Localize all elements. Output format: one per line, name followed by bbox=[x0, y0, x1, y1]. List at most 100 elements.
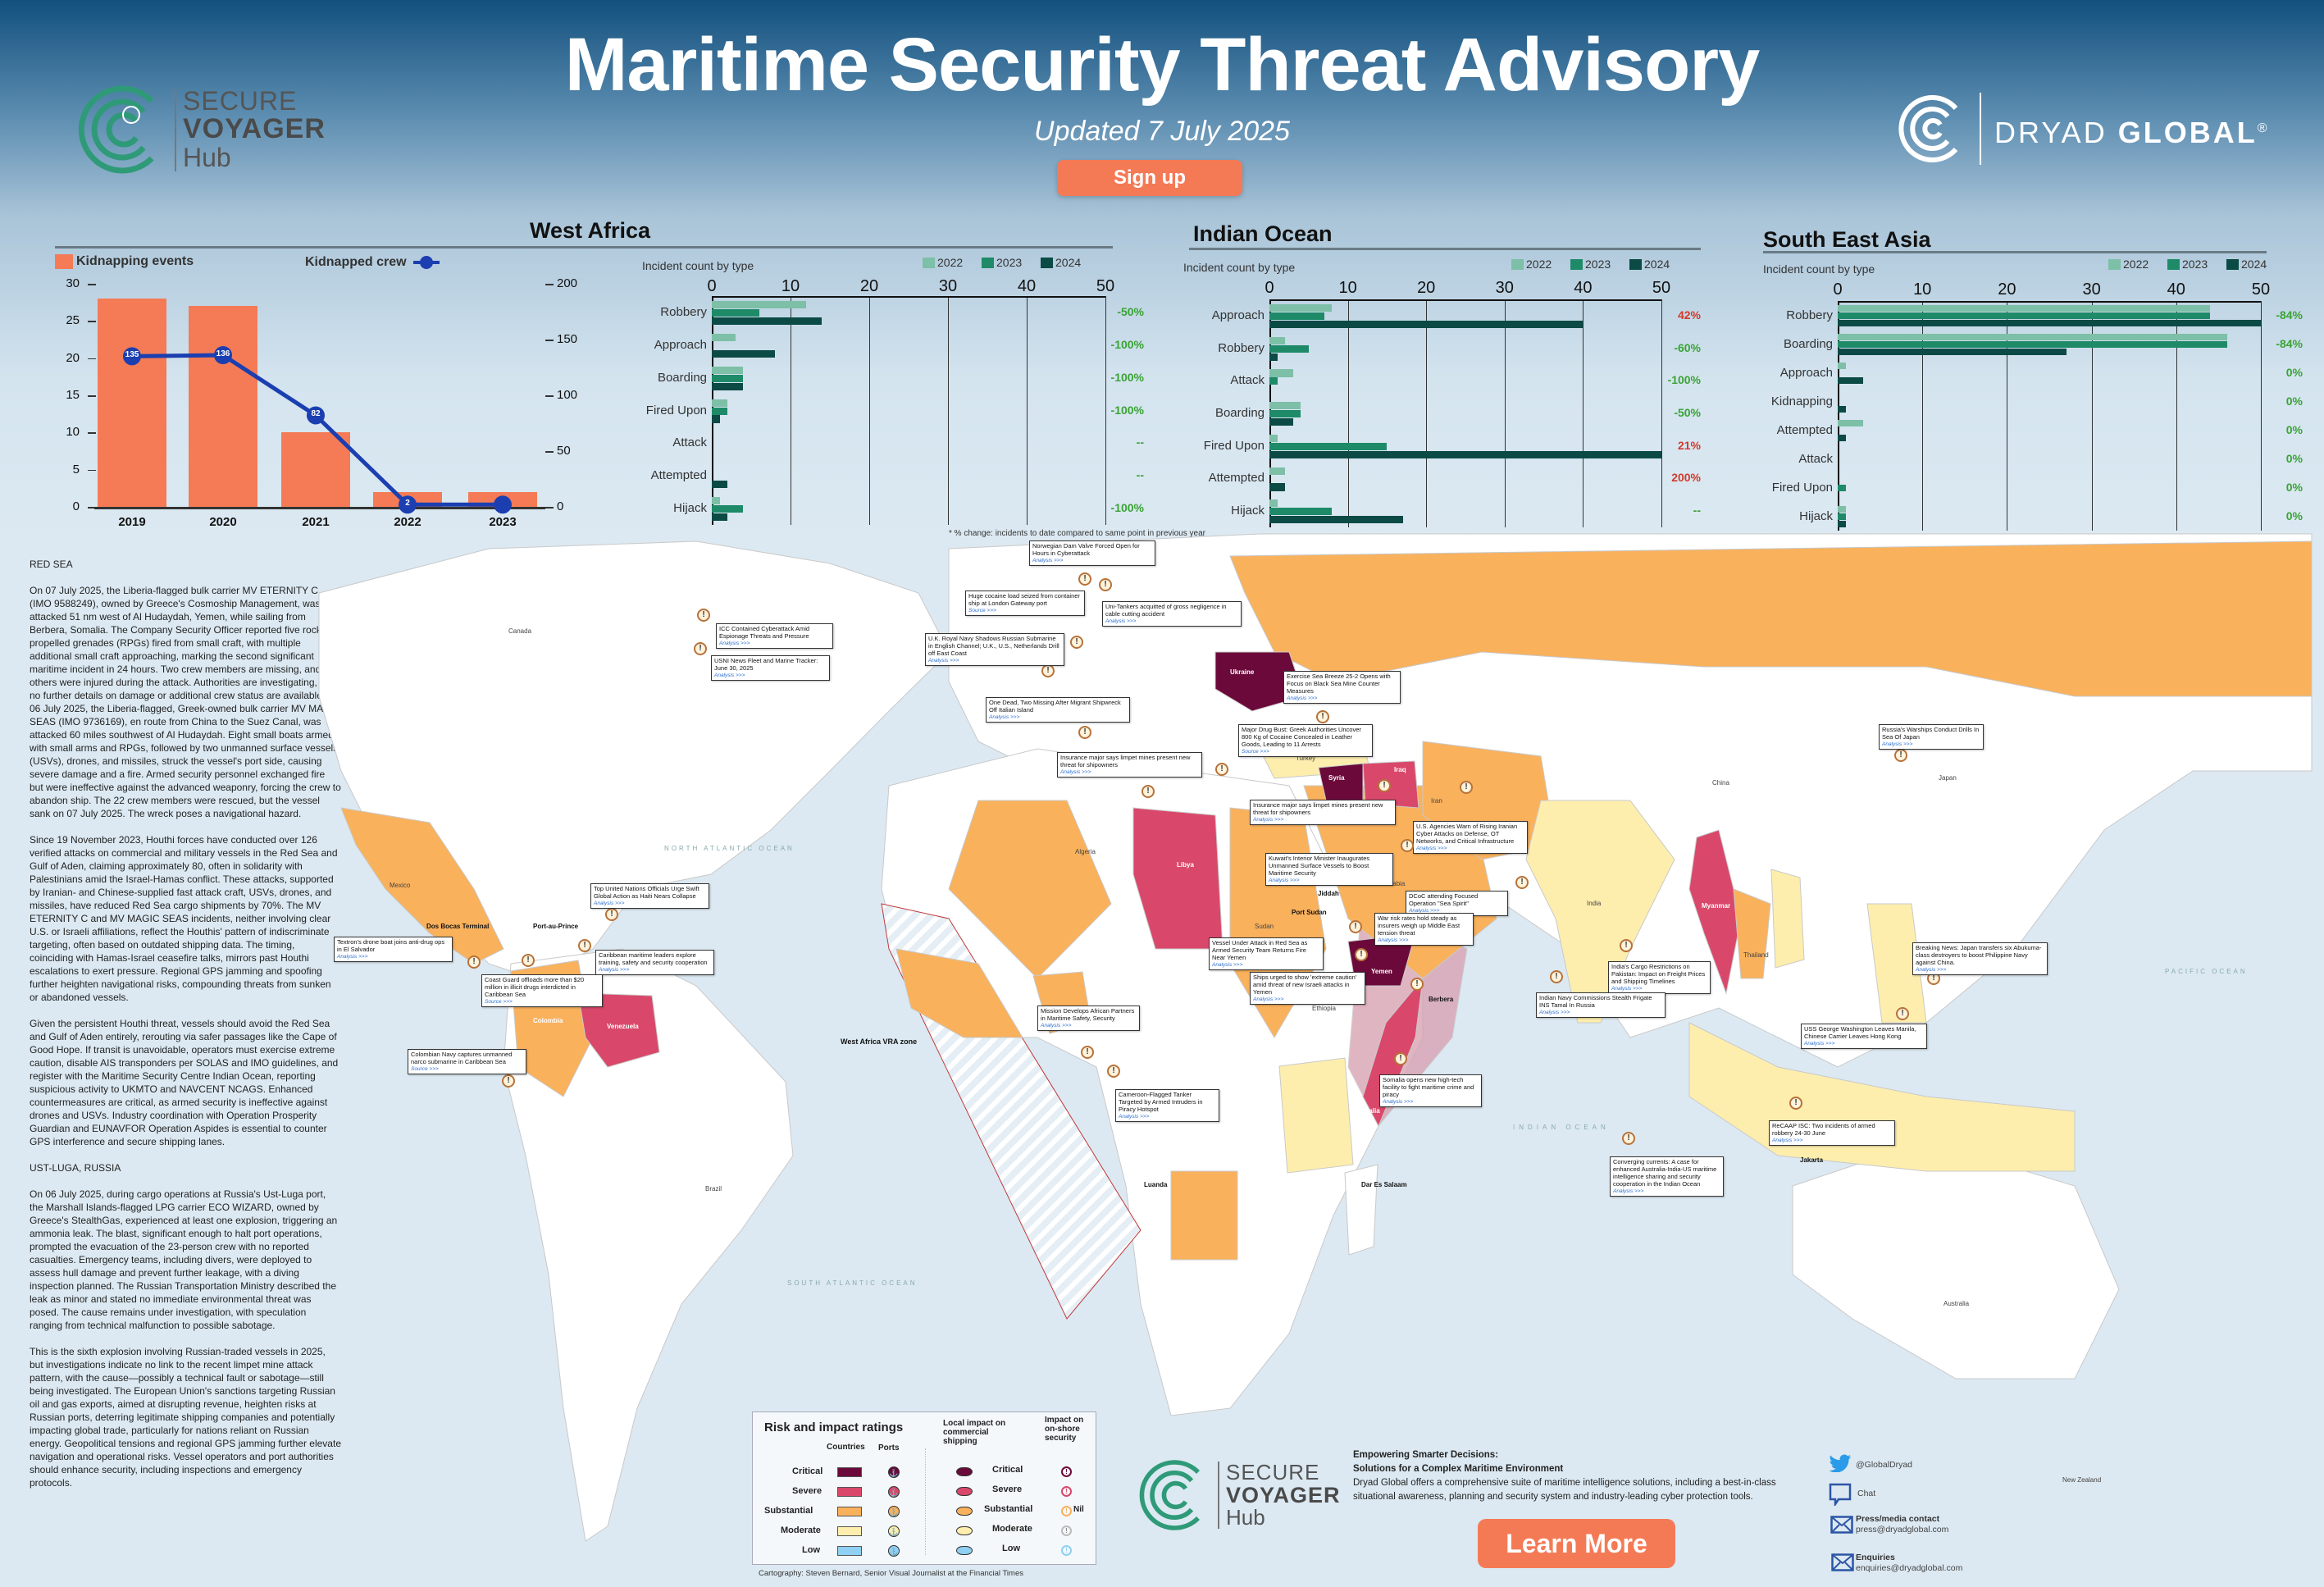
callout-link[interactable]: Analysis >>> bbox=[594, 901, 625, 906]
map-callout[interactable]: Colombian Navy captures unmanned narco s… bbox=[408, 1049, 526, 1074]
footer-secure-voyager-logo[interactable]: SECURE VOYAGER Hub bbox=[1136, 1456, 1341, 1535]
map-callout[interactable]: Textron's drone boat joins anti-drug ops… bbox=[334, 937, 453, 962]
impact-marker-icon[interactable]: ! bbox=[502, 1074, 515, 1088]
map-callout[interactable]: Exercise Sea Breeze 25-2 Opens with Focu… bbox=[1283, 671, 1401, 704]
callout-link[interactable]: Analysis >>> bbox=[1253, 817, 1284, 823]
callout-link[interactable]: Analysis >>> bbox=[719, 641, 750, 646]
callout-link[interactable]: Source >>> bbox=[968, 608, 996, 613]
map-callout[interactable]: ReCAAP ISC: Two incidents of armed robbe… bbox=[1769, 1120, 1895, 1146]
map-callout[interactable]: Russia's Warships Conduct Drills In Sea … bbox=[1879, 724, 1984, 750]
chat-icon[interactable] bbox=[1829, 1483, 1852, 1506]
map-callout[interactable]: USS George Washington Leaves Manila, Chi… bbox=[1801, 1024, 1927, 1049]
impact-marker-icon[interactable]: ! bbox=[1078, 726, 1091, 739]
sign-up-button[interactable]: Sign up bbox=[1057, 160, 1242, 196]
callout-link[interactable]: Analysis >>> bbox=[1378, 937, 1409, 943]
impact-marker-icon[interactable]: ! bbox=[1460, 781, 1473, 794]
chat-link[interactable]: Chat bbox=[1857, 1489, 1876, 1498]
impact-marker-icon[interactable]: ! bbox=[1789, 1097, 1802, 1110]
callout-link[interactable]: Analysis >>> bbox=[1269, 878, 1300, 883]
callout-link[interactable]: Analysis >>> bbox=[1882, 741, 1913, 747]
impact-marker-icon[interactable]: ! bbox=[1081, 1046, 1094, 1059]
map-callout[interactable]: Uni-Tankers acquitted of gross negligenc… bbox=[1102, 601, 1242, 627]
twitter-handle-link[interactable]: @GlobalDryad bbox=[1856, 1460, 1913, 1470]
callout-link[interactable]: Analysis >>> bbox=[1253, 996, 1284, 1002]
callout-link[interactable]: Analysis >>> bbox=[1060, 769, 1091, 775]
map-callout[interactable]: Insurance major says limpet mines presen… bbox=[1057, 752, 1202, 778]
map-callout[interactable]: Cameroon-Flagged Tanker Targeted by Arme… bbox=[1115, 1089, 1219, 1122]
secure-voyager-logo[interactable]: SECURE VOYAGER Hub bbox=[74, 80, 326, 179]
impact-marker-icon[interactable]: ! bbox=[697, 609, 710, 622]
impact-marker-icon[interactable]: ! bbox=[1070, 636, 1083, 649]
callout-link[interactable]: Analysis >>> bbox=[1032, 558, 1064, 563]
map-callout[interactable]: Ships urged to show 'extreme caution' am… bbox=[1250, 972, 1365, 1005]
map-callout[interactable]: Converging currents: A case for enhanced… bbox=[1610, 1156, 1724, 1197]
callout-link[interactable]: Analysis >>> bbox=[714, 673, 745, 678]
callout-link[interactable]: Source >>> bbox=[1242, 749, 1269, 755]
callout-link[interactable]: Analysis >>> bbox=[1611, 986, 1643, 992]
callout-link[interactable]: Analysis >>> bbox=[1539, 1010, 1570, 1015]
impact-marker-icon[interactable]: ! bbox=[1378, 779, 1391, 792]
map-callout[interactable]: War risk rates hold steady as insurers w… bbox=[1374, 913, 1474, 946]
twitter-icon[interactable] bbox=[1829, 1454, 1852, 1472]
map-callout[interactable]: Indian Navy Commissions Stealth Frigate … bbox=[1536, 992, 1666, 1018]
impact-marker-icon[interactable]: ! bbox=[1401, 839, 1414, 852]
callout-link[interactable]: Analysis >>> bbox=[1212, 962, 1243, 968]
callout-link[interactable]: Analysis >>> bbox=[1916, 967, 1947, 973]
map-callout[interactable]: Vessel Under Attack in Red Sea as Armed … bbox=[1209, 937, 1324, 970]
callout-link[interactable]: Analysis >>> bbox=[1105, 618, 1137, 624]
map-callout[interactable]: Mission Develops African Partners in Mar… bbox=[1037, 1006, 1140, 1031]
map-callout[interactable]: Insurance major says limpet mines presen… bbox=[1250, 800, 1396, 825]
impact-marker-icon[interactable]: ! bbox=[1894, 749, 1907, 762]
press-email-link[interactable]: press@dryadglobal.com bbox=[1856, 1525, 1949, 1535]
map-callout[interactable]: One Dead, Two Missing After Migrant Ship… bbox=[986, 697, 1130, 723]
callout-link[interactable]: Analysis >>> bbox=[928, 658, 959, 664]
impact-marker-icon[interactable]: ! bbox=[1927, 972, 1940, 985]
map-callout[interactable]: Breaking News: Japan transfers six Abuku… bbox=[1912, 942, 2048, 975]
map-callout[interactable]: Top United Nations Officials Urge Swift … bbox=[590, 883, 709, 909]
callout-link[interactable]: Source >>> bbox=[411, 1066, 439, 1072]
impact-marker-icon[interactable]: ! bbox=[1515, 876, 1529, 889]
impact-marker-icon[interactable]: ! bbox=[1099, 578, 1112, 591]
map-callout[interactable]: Kuwait's Interior Minister Inaugurates U… bbox=[1265, 853, 1393, 886]
map-callout[interactable]: U.S. Agencies Warn of Rising Iranian Cyb… bbox=[1413, 821, 1528, 854]
callout-link[interactable]: Analysis >>> bbox=[1383, 1099, 1414, 1105]
impact-marker-icon[interactable]: ! bbox=[1550, 970, 1563, 983]
learn-more-button[interactable]: Learn More bbox=[1478, 1519, 1675, 1568]
map-callout[interactable]: Huge cocaine load seized from container … bbox=[965, 591, 1085, 616]
impact-marker-icon[interactable]: ! bbox=[1896, 1007, 1909, 1020]
impact-marker-icon[interactable]: ! bbox=[1355, 948, 1368, 961]
callout-link[interactable]: Analysis >>> bbox=[1409, 908, 1440, 914]
callout-link[interactable]: Analysis >>> bbox=[599, 967, 630, 973]
map-callout[interactable]: India's Cargo Restrictions on Pakistan: … bbox=[1608, 961, 1711, 994]
callout-link[interactable]: Analysis >>> bbox=[989, 714, 1020, 720]
callout-link[interactable]: Analysis >>> bbox=[1772, 1138, 1803, 1143]
map-callout[interactable]: Norwegian Dam Valve Forced Open for Hour… bbox=[1029, 540, 1155, 566]
callout-link[interactable]: Analysis >>> bbox=[337, 954, 368, 960]
callout-link[interactable]: Analysis >>> bbox=[1287, 695, 1318, 701]
map-callout[interactable]: Coast Guard offloads more than $20 milli… bbox=[481, 974, 603, 1007]
map-callout[interactable]: DCoC attending Focused Operation "Sea Sp… bbox=[1406, 891, 1508, 916]
impact-marker-icon[interactable]: ! bbox=[578, 939, 591, 952]
impact-marker-icon[interactable]: ! bbox=[1316, 710, 1329, 723]
callout-link[interactable]: Analysis >>> bbox=[1041, 1023, 1072, 1028]
impact-marker-icon[interactable]: ! bbox=[1620, 939, 1633, 952]
impact-marker-icon[interactable]: ! bbox=[694, 642, 707, 655]
impact-marker-icon[interactable]: ! bbox=[522, 954, 535, 967]
impact-marker-icon[interactable]: ! bbox=[1078, 572, 1091, 586]
map-callout[interactable]: U.K. Royal Navy Shadows Russian Submarin… bbox=[925, 633, 1064, 666]
map-callout[interactable]: Somalia opens new high-tech facility to … bbox=[1379, 1074, 1482, 1107]
map-callout[interactable]: USNI News Fleet and Marine Tracker: June… bbox=[711, 655, 830, 681]
map-callout[interactable]: Caribbean maritime leaders explore train… bbox=[595, 950, 714, 975]
impact-marker-icon[interactable]: ! bbox=[1622, 1132, 1635, 1145]
callout-link[interactable]: Source >>> bbox=[485, 999, 513, 1005]
impact-marker-icon[interactable]: ! bbox=[1215, 763, 1228, 776]
impact-marker-icon[interactable]: ! bbox=[1410, 978, 1424, 991]
impact-marker-icon[interactable]: ! bbox=[467, 955, 481, 969]
callout-link[interactable]: Analysis >>> bbox=[1613, 1188, 1644, 1194]
map-callout[interactable]: ICC Contained Cyberattack Amid Espionage… bbox=[716, 623, 833, 649]
callout-link[interactable]: Analysis >>> bbox=[1804, 1041, 1835, 1047]
dryad-global-logo[interactable]: DRYAD GLOBAL® bbox=[1894, 92, 2269, 166]
impact-marker-icon[interactable]: ! bbox=[1107, 1065, 1120, 1078]
impact-marker-icon[interactable]: ! bbox=[1394, 1052, 1407, 1065]
impact-marker-icon[interactable]: ! bbox=[1141, 785, 1155, 798]
